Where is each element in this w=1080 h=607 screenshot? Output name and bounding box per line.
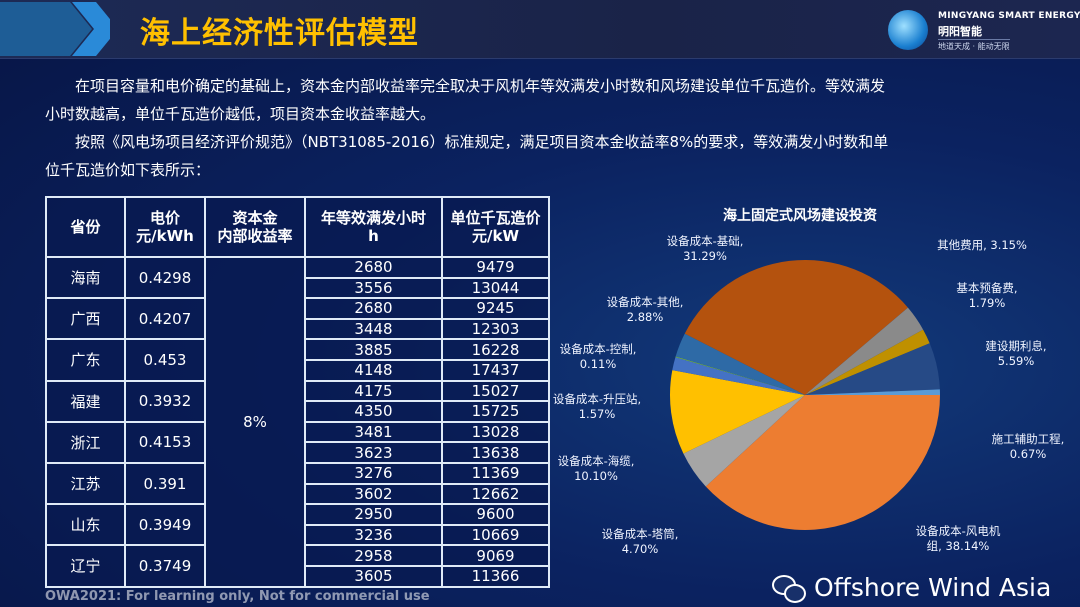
brand-footer: Offshore Wind Asia <box>772 573 1051 603</box>
pie-slice <box>684 259 908 395</box>
pie-slice <box>683 395 805 487</box>
column-header-line: 资本金 <box>232 209 278 227</box>
pie-slice <box>675 356 805 395</box>
pie-slice <box>805 343 940 395</box>
intro-paragraph-1: 在项目容量和电价确定的基础上，资本金内部收益率完全取决于风机年等效满发小时数和风… <box>45 77 886 123</box>
column-header: 资本金 内部收益率 <box>204 196 306 258</box>
column-header-line: 省份 <box>70 218 101 236</box>
slice-label: 设备成本-海缆, 10.10% <box>557 454 635 483</box>
data-table: 省份 电价 元/kWh 资本金 内部收益率 年等效满发小时 h 单位千瓦造价 元/kW 海南 0.… <box>45 196 550 588</box>
province-cell: 海南 <box>45 255 126 300</box>
brand-name: Offshore Wind Asia <box>814 573 1052 602</box>
column-header: 单位千瓦造价 元/kW <box>441 196 550 258</box>
price-cell: 0.4153 <box>124 420 206 464</box>
price-cell: 0.4207 <box>124 297 206 341</box>
column-header-line: h <box>368 227 379 245</box>
logo-chinese: 明阳智能 <box>938 25 982 38</box>
table-header-row: 省份 电价 元/kWh 资本金 内部收益率 年等效满发小时 h 单位千瓦造价 元/kW <box>45 196 550 258</box>
slice-label: 设备成本-其他, 2.88% <box>606 295 684 324</box>
price-cell: 0.3749 <box>124 544 206 588</box>
price-cell: 0.4298 <box>124 255 206 300</box>
price-cell: 0.391 <box>124 461 206 506</box>
province-cell: 山东 <box>45 503 126 547</box>
intro-paragraph-2: 按照《风电场项目经济评价规范》（NBT31085-2016）标准规定，满足项目资… <box>45 133 889 179</box>
price-cell: 0.3932 <box>124 379 206 423</box>
hours-cell: 3885 <box>304 338 443 361</box>
slice-label: 建设期利息, 5.59% <box>985 339 1047 368</box>
column-header-line: 元/kWh <box>136 227 194 245</box>
pie-slice <box>805 329 930 395</box>
province-cell: 福建 <box>45 379 126 423</box>
column-header: 电价 元/kWh <box>124 196 206 258</box>
table-row: 浙江 0.4153 3481 13028 <box>45 420 550 464</box>
table-row: 3448 12303 <box>46 317 550 341</box>
slice-label: 设备成本-基础, 31.29% <box>666 234 744 263</box>
slice-label: 设备成本-升压站, 1.57% <box>552 392 642 421</box>
column-header-line: 年等效满发小时 <box>320 209 426 227</box>
slice-label: 施工辅助工程, 0.67% <box>991 432 1065 461</box>
chevron-decoration-icon <box>0 2 110 56</box>
unit-cost-cell: 11366 <box>441 564 550 588</box>
pie-slice <box>675 333 805 395</box>
logo-globe-icon <box>888 10 928 50</box>
table-row: 福建 0.3932 4175 15027 <box>45 379 550 423</box>
unit-cost-cell: 12662 <box>441 482 550 506</box>
table-row: 广东 0.453 3885 16228 <box>45 338 550 382</box>
pie-slice <box>672 357 805 395</box>
hours-cell: 3605 <box>304 564 443 588</box>
slice-label: 其他费用, 3.15% <box>937 238 1027 252</box>
pie-slice <box>805 307 924 395</box>
slice-label: 设备成本-风电机 组, 38.14% <box>915 524 1001 553</box>
table-row: 海南 0.4298 8% 2680 9479 <box>45 255 550 588</box>
logo-slogan: 地道天成 · 能动无限 <box>938 39 1010 52</box>
hours-cell: 4350 <box>304 400 443 423</box>
pie-slice <box>705 395 940 530</box>
province-cell: 辽宁 <box>45 544 126 588</box>
column-header-line: 单位千瓦造价 <box>450 209 541 227</box>
slice-label: 基本预备费, 1.79% <box>956 281 1018 310</box>
pie-slice <box>670 370 805 454</box>
province-cell: 广西 <box>45 297 126 341</box>
company-logo: MINGYANG SMART ENERGY 明阳智能 地道天成 · 能动无限 <box>888 8 1080 52</box>
unit-cost-cell: 16228 <box>441 338 550 361</box>
province-cell: 广东 <box>45 338 126 382</box>
price-cell: 0.3949 <box>124 503 206 547</box>
column-header-line: 元/kW <box>472 227 519 245</box>
table-row: 江苏 0.391 3276 11369 <box>45 461 550 506</box>
province-cell: 浙江 <box>45 420 126 464</box>
page-title: 海上经济性评估模型 <box>140 16 419 51</box>
column-header-line: 内部收益率 <box>217 227 293 245</box>
table-row: 3236 10669 <box>46 523 550 547</box>
wechat-icon <box>772 575 806 603</box>
slice-label: 设备成本-塔筒, 4.70% <box>601 527 679 556</box>
watermark: OWA2021: For learning only, Not for comm… <box>45 589 430 604</box>
unit-cost-cell: 12303 <box>441 317 550 341</box>
column-header: 省份 <box>45 196 126 258</box>
table-row: 山东 0.3949 2950 9600 <box>45 503 550 547</box>
table-row: 辽宁 0.3749 2958 9069 <box>45 544 550 588</box>
column-header: 年等效满发小时 h <box>304 196 443 258</box>
table-row: 3605 11366 <box>46 564 550 588</box>
slice-label: 设备成本-控制, 0.11% <box>559 342 637 371</box>
province-cell: 江苏 <box>45 461 126 506</box>
pie-slice <box>805 389 940 395</box>
header-bar: 海上经济性评估模型 MINGYANG SMART ENERGY 明阳智能 地道天… <box>0 0 1080 59</box>
irr-cell: 8% <box>204 256 306 588</box>
chart-title: 海上固定式风场建设投资 <box>723 208 877 224</box>
unit-cost-cell: 15027 <box>441 379 550 403</box>
price-cell: 0.453 <box>124 338 206 382</box>
column-header-line: 电价 <box>149 209 180 227</box>
logo-english: MINGYANG SMART ENERGY <box>938 11 1080 21</box>
